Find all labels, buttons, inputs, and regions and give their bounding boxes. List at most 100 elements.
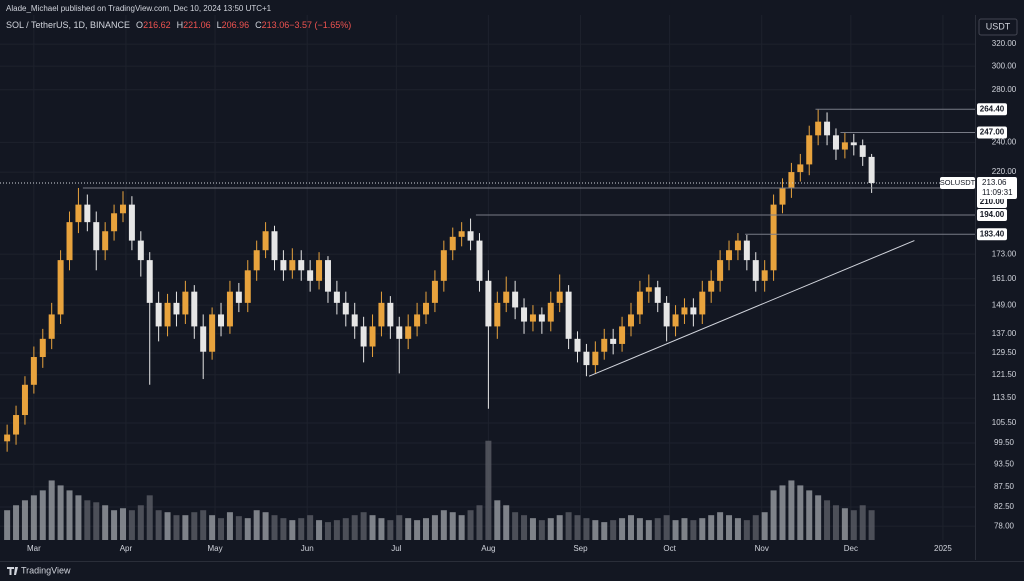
legend-key: L (217, 20, 222, 30)
candle-body (476, 240, 483, 281)
last-price-symbol-box (940, 177, 975, 190)
level-label: 194.00 (980, 210, 1005, 219)
legend-key: H (177, 20, 184, 30)
volume-bar (253, 510, 260, 540)
candle-body (690, 307, 697, 315)
volume-bar (743, 520, 750, 540)
candle-body (191, 291, 198, 327)
volume-bar (13, 505, 20, 540)
candle-body (271, 231, 278, 261)
candle-body (824, 121, 831, 136)
candle-body (111, 213, 118, 232)
trendline (588, 240, 915, 377)
volume-bar (859, 505, 866, 540)
x-tick-label: Jun (301, 544, 314, 553)
candle-body (66, 222, 73, 261)
level-label: 210.00 (980, 197, 1005, 206)
candle-body (173, 302, 180, 315)
volume-bar (342, 518, 349, 540)
y-tick-label: 300.00 (992, 61, 1017, 70)
candle-body (39, 338, 46, 358)
candle-body (414, 314, 421, 327)
volume-bar (672, 520, 679, 540)
volume-bar (788, 480, 795, 540)
volume-bar (102, 505, 109, 540)
volume-bar (592, 520, 599, 540)
candle-body (235, 291, 242, 303)
legend-value: −3.57 (−1.65%) (289, 20, 351, 30)
candle-body (512, 291, 519, 308)
volume-bar (832, 505, 839, 540)
volume-bar (173, 515, 180, 540)
volume-bar (815, 495, 822, 540)
volume-bar (645, 520, 652, 540)
last-price-box (977, 177, 1017, 200)
candle-body (521, 307, 528, 322)
candle-body (529, 314, 536, 322)
volume-bar (351, 515, 358, 540)
candle-body (298, 260, 305, 271)
level-label-box (977, 103, 1007, 116)
candle-body (84, 204, 91, 223)
candle-body (743, 240, 750, 261)
volume-bar (806, 490, 813, 540)
y-tick-label: 113.50 (992, 393, 1016, 402)
x-tick-label: Sep (573, 544, 588, 553)
x-tick-label: Aug (481, 544, 495, 553)
candle-body (396, 326, 403, 339)
candle-body (761, 270, 768, 281)
candle-body (155, 302, 162, 327)
candle-body (547, 302, 554, 322)
volume-bar (850, 510, 857, 540)
level-label-box (977, 209, 1007, 222)
volume-bar (66, 490, 73, 540)
candle-body (538, 314, 545, 322)
volume-bar (512, 512, 519, 540)
volume-bar (690, 520, 697, 540)
candle-body (423, 302, 430, 315)
volume-bar (467, 510, 474, 540)
legend-value: 206.96 (222, 20, 250, 30)
volume-bar (39, 490, 46, 540)
candle-body (316, 260, 323, 281)
candle-body (458, 231, 465, 237)
candle-body (262, 231, 269, 251)
volume-bar (21, 500, 28, 540)
volume-bar (556, 515, 563, 540)
candle-body (565, 291, 572, 339)
volume-bar (244, 518, 251, 540)
volume-bar (574, 515, 581, 540)
candle-body (841, 142, 848, 150)
candle-body (717, 260, 724, 281)
candle-body (467, 231, 474, 241)
footer (0, 562, 1024, 581)
candle-body (449, 236, 456, 251)
level-label: 264.40 (980, 104, 1005, 113)
level-label: 247.00 (980, 128, 1005, 137)
volume-bar (289, 520, 296, 540)
candle-body (200, 326, 207, 352)
legend-value: 213.06 (262, 20, 290, 30)
candle-body (788, 172, 795, 188)
volume-bar (663, 515, 670, 540)
volume-bar (146, 495, 153, 540)
countdown: 11:09:31 (982, 188, 1013, 197)
candle-body (752, 260, 759, 281)
candle-body (307, 270, 314, 281)
volume-bar (824, 500, 831, 540)
volume-bar (797, 485, 804, 540)
volume-bar (521, 515, 528, 540)
volume-bar (271, 515, 278, 540)
candle-body (797, 164, 804, 173)
candle-body (164, 302, 171, 327)
candle-body (494, 302, 501, 327)
candle-body (681, 307, 688, 315)
candle-body (289, 260, 296, 271)
volume-bar (235, 516, 242, 540)
currency-box[interactable] (978, 18, 1018, 36)
volume-bar (307, 515, 314, 540)
y-tick-label: 99.50 (994, 438, 1015, 447)
volume-bar (298, 518, 305, 540)
candle-body (30, 357, 37, 385)
candle-body (182, 291, 189, 315)
